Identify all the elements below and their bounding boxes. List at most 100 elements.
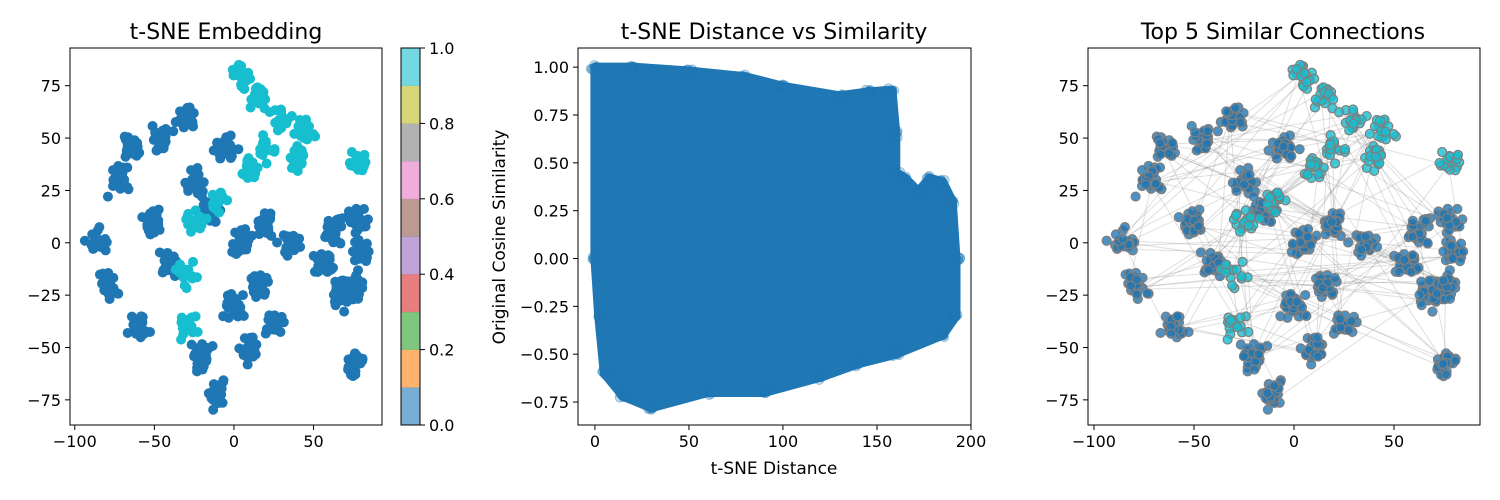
data-point <box>161 265 172 276</box>
x-ticks-3: −100 −50 0 50 <box>1072 425 1404 451</box>
connection-line <box>1122 239 1300 251</box>
data-point <box>130 321 141 332</box>
plot-frame-1 <box>69 47 383 426</box>
data-point <box>952 309 963 320</box>
data-point <box>183 322 194 333</box>
data-point <box>1264 192 1275 203</box>
data-point <box>599 369 610 380</box>
cluster-0-22 <box>1403 213 1436 249</box>
data-point <box>901 173 912 184</box>
data-point <box>282 244 293 255</box>
cluster-1-3 <box>1364 114 1402 145</box>
data-point <box>359 149 370 160</box>
data-point <box>938 329 949 340</box>
cluster-1-1 <box>1309 82 1339 114</box>
data-point <box>1335 322 1346 333</box>
data-point <box>1230 210 1242 221</box>
data-point <box>884 86 895 97</box>
connection-line <box>1230 152 1378 277</box>
data-point <box>159 255 170 266</box>
connection-line <box>1298 79 1339 215</box>
connection-line <box>1196 101 1328 232</box>
connection-line <box>1300 237 1446 281</box>
data-point <box>327 262 338 273</box>
data-point <box>154 247 165 258</box>
data-point <box>1455 238 1467 249</box>
data-point <box>864 86 875 97</box>
data-point <box>738 71 749 82</box>
data-point <box>1191 145 1202 156</box>
data-point <box>852 359 863 370</box>
data-point <box>687 64 698 75</box>
data-point <box>951 311 962 322</box>
cluster-0-13 <box>208 130 244 164</box>
data-point <box>200 349 211 360</box>
x-tick-label: 200 <box>956 432 987 451</box>
data-point <box>260 94 271 105</box>
y-tick-label: 1.00 <box>533 58 569 77</box>
data-point <box>1202 126 1213 137</box>
x-tick-label: 0 <box>590 432 600 451</box>
data-point <box>1262 404 1273 415</box>
data-point <box>257 139 268 150</box>
point-cloud <box>590 62 961 413</box>
data-point <box>1441 369 1452 380</box>
data-point <box>932 176 943 187</box>
data-point <box>1416 300 1427 311</box>
data-point <box>953 255 964 266</box>
data-point <box>1119 222 1130 233</box>
data-point <box>182 210 193 221</box>
data-point <box>950 311 961 322</box>
data-point <box>594 309 605 320</box>
x-ticks-2: 0 50 100 150 200 <box>590 425 986 451</box>
data-point <box>1414 289 1425 300</box>
data-point <box>213 381 224 392</box>
data-point <box>777 80 788 91</box>
data-point <box>740 69 751 80</box>
data-point <box>1420 215 1431 226</box>
data-point <box>1437 146 1448 158</box>
data-point <box>1239 179 1250 190</box>
connection-line <box>1236 319 1309 348</box>
connection-line <box>1121 70 1303 236</box>
x-tick-label: 50 <box>1384 432 1404 451</box>
connection-line <box>1152 91 1325 183</box>
data-point <box>94 222 105 233</box>
data-point <box>646 404 657 415</box>
connection-line <box>1120 71 1315 245</box>
chart-title-3: Top 5 Similar Connections <box>1140 20 1425 45</box>
cluster-1-0 <box>227 59 256 94</box>
data-point <box>1220 267 1231 278</box>
data-point <box>1356 244 1367 255</box>
data-point <box>835 93 846 104</box>
data-point <box>269 144 280 155</box>
data-point <box>1140 179 1151 190</box>
data-point <box>339 306 350 317</box>
y-tick-label: −50 <box>1045 339 1079 358</box>
data-point <box>175 106 186 117</box>
cluster-0-4 <box>122 311 156 343</box>
data-point <box>251 282 262 293</box>
x-ticks-1: −100 −50 0 50 <box>53 425 324 451</box>
colorbar-tick-label: 0.2 <box>429 341 454 360</box>
colorbar-cell <box>401 311 420 350</box>
data-point <box>588 253 599 264</box>
data-point <box>151 145 162 156</box>
data-point <box>955 253 966 264</box>
data-point <box>1302 169 1313 180</box>
data-point <box>1407 231 1418 242</box>
data-point <box>272 237 283 248</box>
data-point <box>335 237 346 248</box>
cluster-0-15 <box>227 224 257 260</box>
data-point <box>1272 187 1283 198</box>
cluster-0-19 <box>1328 310 1362 339</box>
data-point <box>588 251 599 262</box>
cluster-0-9 <box>180 163 209 199</box>
data-point <box>274 316 285 327</box>
data-point <box>226 151 237 162</box>
cluster-0-8 <box>170 102 199 133</box>
data-point <box>189 179 200 190</box>
data-point <box>1235 339 1246 350</box>
data-point <box>1370 151 1382 163</box>
data-point <box>312 267 323 278</box>
